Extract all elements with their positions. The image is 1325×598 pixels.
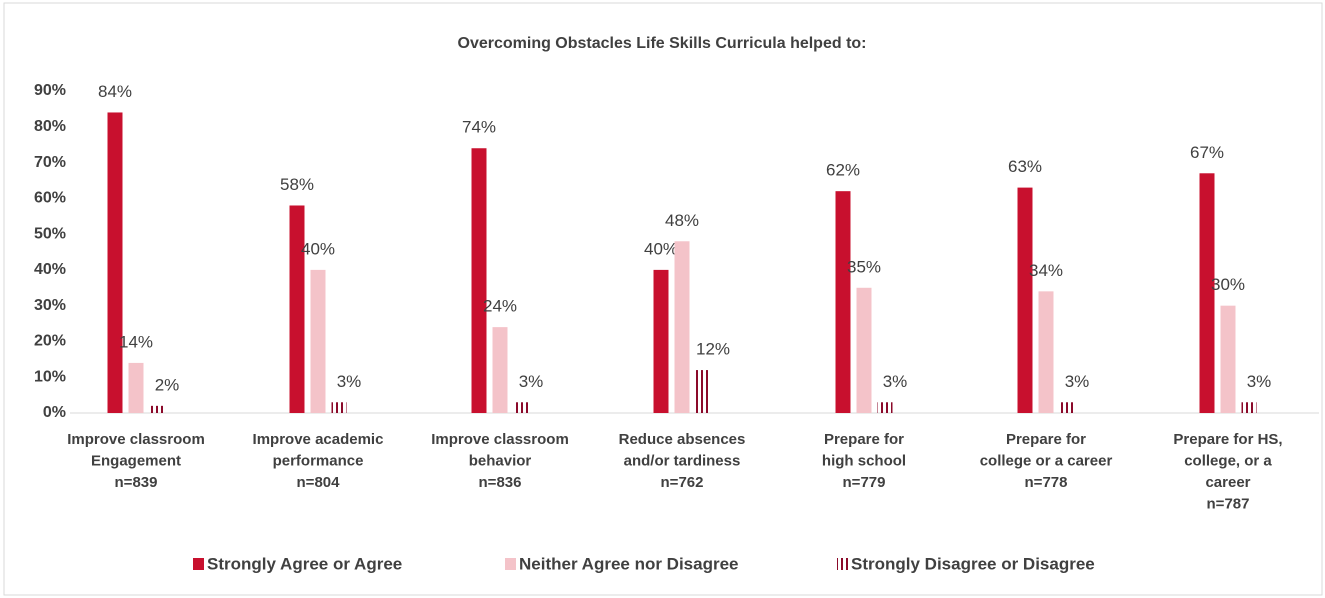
x-tick-label: career	[1205, 474, 1250, 491]
x-tick-label: behavior	[469, 452, 532, 469]
x-tick-label: and/or tardiness	[624, 452, 741, 469]
value-label: 67%	[1190, 143, 1224, 162]
legend-swatch	[837, 558, 848, 570]
value-label: 3%	[1065, 372, 1090, 391]
value-label: 62%	[826, 161, 860, 180]
value-label: 3%	[1247, 372, 1272, 391]
legend-label: Strongly Agree or Agree	[207, 554, 402, 573]
x-tick-label: Prepare for	[1006, 431, 1086, 448]
bar	[856, 287, 872, 413]
value-label: 40%	[644, 239, 678, 258]
value-label: 14%	[119, 332, 153, 351]
bar	[331, 402, 347, 413]
x-tick-label: Improve classroom	[431, 431, 569, 448]
y-tick-label: 0%	[43, 404, 66, 421]
value-label: 3%	[883, 372, 908, 391]
x-tick-label: Reduce absences	[619, 431, 746, 448]
bar	[835, 191, 851, 413]
legend-label: Neither Agree nor Disagree	[519, 554, 739, 573]
bar	[695, 370, 711, 413]
value-label: 35%	[847, 257, 881, 276]
y-tick-label: 40%	[34, 261, 66, 278]
x-tick-label: Improve academic	[253, 431, 384, 448]
x-tick-label: n=779	[843, 474, 886, 491]
value-label: 84%	[98, 82, 132, 101]
bar	[513, 402, 529, 413]
legend-swatch	[193, 558, 204, 570]
y-tick-label: 20%	[34, 333, 66, 350]
x-tick-label: high school	[822, 452, 906, 469]
bar	[471, 148, 487, 413]
legend-swatch	[505, 558, 516, 570]
value-label: 58%	[280, 175, 314, 194]
bar	[128, 362, 144, 413]
x-tick-label: n=804	[297, 474, 341, 491]
bar	[149, 405, 165, 413]
x-tick-label: performance	[273, 452, 364, 469]
x-tick-label: Prepare for HS,	[1173, 431, 1282, 448]
value-label: 34%	[1029, 261, 1063, 280]
y-tick-label: 70%	[34, 154, 66, 171]
x-tick-label: n=778	[1025, 474, 1068, 491]
y-tick-label: 30%	[34, 297, 66, 314]
bar	[1017, 187, 1033, 413]
bar	[310, 269, 326, 413]
bar	[1059, 402, 1075, 413]
bar	[1220, 305, 1236, 413]
value-label: 2%	[155, 375, 180, 394]
bar	[1199, 173, 1215, 413]
x-tick-label: Prepare for	[824, 431, 904, 448]
value-label: 30%	[1211, 275, 1245, 294]
value-label: 74%	[462, 118, 496, 137]
bar	[674, 241, 690, 413]
x-tick-label: n=836	[479, 474, 522, 491]
x-tick-label: Engagement	[91, 452, 181, 469]
bar	[1241, 402, 1257, 413]
value-label: 3%	[519, 372, 544, 391]
value-label: 12%	[696, 340, 730, 359]
y-tick-label: 60%	[34, 190, 66, 207]
x-tick-label: n=762	[661, 474, 704, 491]
bar	[289, 205, 305, 413]
legend-label: Strongly Disagree or Disagree	[851, 554, 1095, 573]
y-tick-label: 80%	[34, 118, 66, 135]
bar	[653, 269, 669, 413]
x-tick-label: Improve classroom	[67, 431, 205, 448]
chart-border	[3, 2, 1323, 596]
bar	[877, 402, 893, 413]
value-label: 48%	[665, 211, 699, 230]
bar	[492, 327, 508, 413]
x-tick-label: n=839	[115, 474, 158, 491]
value-label: 3%	[337, 372, 362, 391]
y-tick-label: 10%	[34, 368, 66, 385]
value-label: 24%	[483, 297, 517, 316]
bar	[107, 112, 123, 413]
x-tick-label: college, or a	[1184, 452, 1272, 469]
y-tick-label: 90%	[34, 82, 66, 99]
bar	[1038, 291, 1054, 413]
x-tick-label: college or a career	[980, 452, 1113, 469]
value-label: 63%	[1008, 157, 1042, 176]
chart-title: Overcoming Obstacles Life Skills Curricu…	[458, 35, 867, 52]
value-label: 40%	[301, 239, 335, 258]
x-tick-label: n=787	[1207, 495, 1250, 512]
y-tick-label: 50%	[34, 225, 66, 242]
